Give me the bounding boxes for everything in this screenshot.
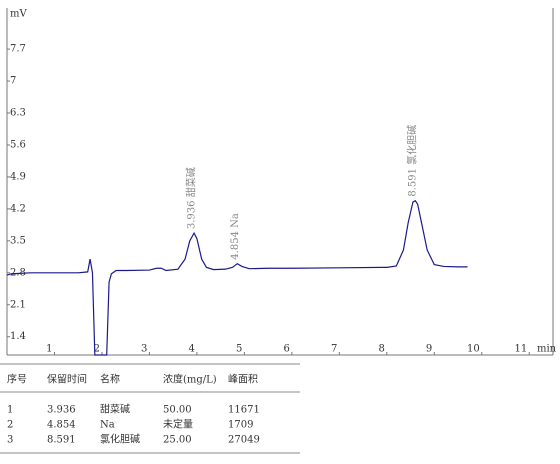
x-tick-label: 3: [141, 344, 147, 355]
y-tick-label: 4.9: [10, 171, 26, 182]
x-tick-label: 2: [94, 344, 100, 355]
table-cell: 11671: [228, 405, 260, 416]
table-cell: Na: [100, 420, 115, 431]
y-tick-label: 7.7: [10, 44, 26, 55]
y-tick-label: 5.6: [10, 139, 26, 150]
table-header: 名称: [100, 373, 120, 386]
table-cell: 4.854: [47, 420, 76, 431]
peak-label: 8.591 氯化胆碱: [405, 125, 418, 197]
x-tick-label: 9: [426, 344, 432, 355]
x-tick-label: 4: [189, 344, 195, 355]
table-cell: 50.00: [163, 405, 192, 416]
x-tick-label: 7: [331, 344, 337, 355]
table-cell: 1: [7, 405, 13, 416]
peak-label: 3.936 甜菜碱: [184, 167, 197, 229]
table-cell: 氯化胆碱: [100, 433, 140, 446]
table-header: 浓度(mg/L): [163, 373, 217, 386]
y-tick-label: 2.1: [10, 299, 26, 310]
table-header: 序号: [7, 373, 27, 386]
y-tick-label: 6.3: [10, 108, 26, 119]
table-cell: 2: [7, 420, 13, 431]
x-tick-label: 10: [467, 344, 480, 355]
table-cell: 1709: [228, 420, 253, 431]
table-header: 峰面积: [228, 374, 258, 386]
y-tick-label: 4.2: [10, 203, 26, 214]
x-tick-label: 1: [46, 344, 52, 355]
table-cell: 未定量: [163, 418, 193, 431]
y-tick-label: 3.5: [10, 235, 26, 246]
table-cell: 27049: [228, 435, 260, 446]
table-header: 保留时间: [47, 373, 87, 386]
table-cell: 8.591: [47, 435, 76, 446]
trace: [6, 199, 468, 356]
x-tick-label: 6: [283, 344, 289, 355]
y-tick-label: 1.4: [10, 331, 26, 342]
table-cell: 3.936: [47, 405, 76, 416]
peak-label: 4.854 Na: [230, 213, 241, 260]
x-tick-label: 11: [515, 344, 528, 355]
x-tick-label: 5: [236, 344, 242, 355]
table-cell: 25.00: [163, 435, 192, 446]
y-axis-label: mV: [10, 9, 27, 20]
table-cell: 3: [7, 435, 13, 446]
y-tick-label: 2.8: [10, 267, 26, 278]
x-axis-label: min: [537, 344, 557, 355]
y-tick-label: 7: [10, 76, 16, 87]
x-tick-label: 8: [378, 344, 384, 355]
table-cell: 甜菜碱: [100, 403, 130, 416]
